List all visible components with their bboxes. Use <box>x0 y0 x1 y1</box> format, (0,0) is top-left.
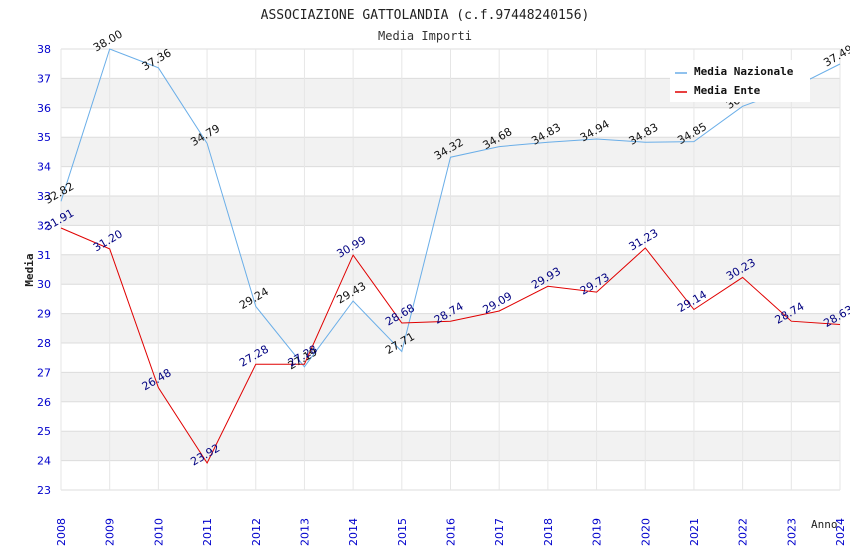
y-tick-label: 30 <box>37 278 51 291</box>
chart-subtitle: Media Importi <box>378 29 472 43</box>
y-tick-label: 31 <box>37 249 51 262</box>
x-tick-label: 2015 <box>396 518 409 546</box>
y-tick-label: 34 <box>37 161 51 174</box>
x-tick-label: 2011 <box>201 518 214 546</box>
x-tick-label: 2023 <box>785 518 798 546</box>
y-tick-label: 26 <box>37 396 51 409</box>
legend: Media Nazionale Media Ente <box>670 60 810 102</box>
y-tick-label: 36 <box>37 102 51 115</box>
y-tick-label: 35 <box>37 131 51 144</box>
x-tick-label: 2010 <box>152 518 165 546</box>
series-line-ente <box>60 227 841 465</box>
chart-title: ASSOCIAZIONE GATTOLANDIA (c.f.9744824015… <box>261 8 590 23</box>
x-tick-label: 2012 <box>250 518 263 546</box>
y-tick-label: 37 <box>37 72 51 85</box>
y-tick-label: 25 <box>37 425 51 438</box>
y-axis-title: Media <box>23 253 36 286</box>
legend-label-nazionale: Media Nazionale <box>694 65 794 78</box>
x-tick-label: 2013 <box>298 518 311 546</box>
series-lines <box>60 48 841 465</box>
x-axis-title: Anno <box>811 518 838 531</box>
x-tick-label: 2021 <box>688 518 701 546</box>
x-tick-label: 2016 <box>445 518 458 546</box>
x-tick-label: 2014 <box>347 518 360 546</box>
y-tick-label: 33 <box>37 190 51 203</box>
x-tick-label: 2018 <box>542 518 555 546</box>
x-tick-label: 2022 <box>737 518 750 546</box>
y-tick-label: 27 <box>37 366 51 379</box>
y-axis-ticks: 23 24 25 26 27 28 29 30 31 32 33 34 35 36 37 38 <box>37 43 51 497</box>
series-line-nazionale <box>60 48 841 368</box>
y-tick-label: 28 <box>37 337 51 350</box>
y-tick-label: 23 <box>37 484 51 497</box>
y-tick-label: 24 <box>37 455 51 468</box>
x-tick-label: 2024 <box>834 518 847 546</box>
x-tick-label: 2009 <box>104 518 117 546</box>
grid-bands <box>60 48 841 491</box>
x-axis-ticks: 2008 2009 2010 2011 2012 2013 2014 2015 2016 2017… <box>55 518 847 546</box>
x-tick-label: 2019 <box>591 518 604 546</box>
legend-label-ente: Media Ente <box>694 84 761 97</box>
y-tick-label: 38 <box>37 43 51 56</box>
x-tick-label: 2008 <box>55 518 68 546</box>
x-tick-label: 2017 <box>493 518 506 546</box>
y-tick-label: 32 <box>37 219 51 232</box>
x-tick-label: 2020 <box>639 518 652 546</box>
legend-box <box>670 60 810 102</box>
y-tick-label: 29 <box>37 308 51 321</box>
